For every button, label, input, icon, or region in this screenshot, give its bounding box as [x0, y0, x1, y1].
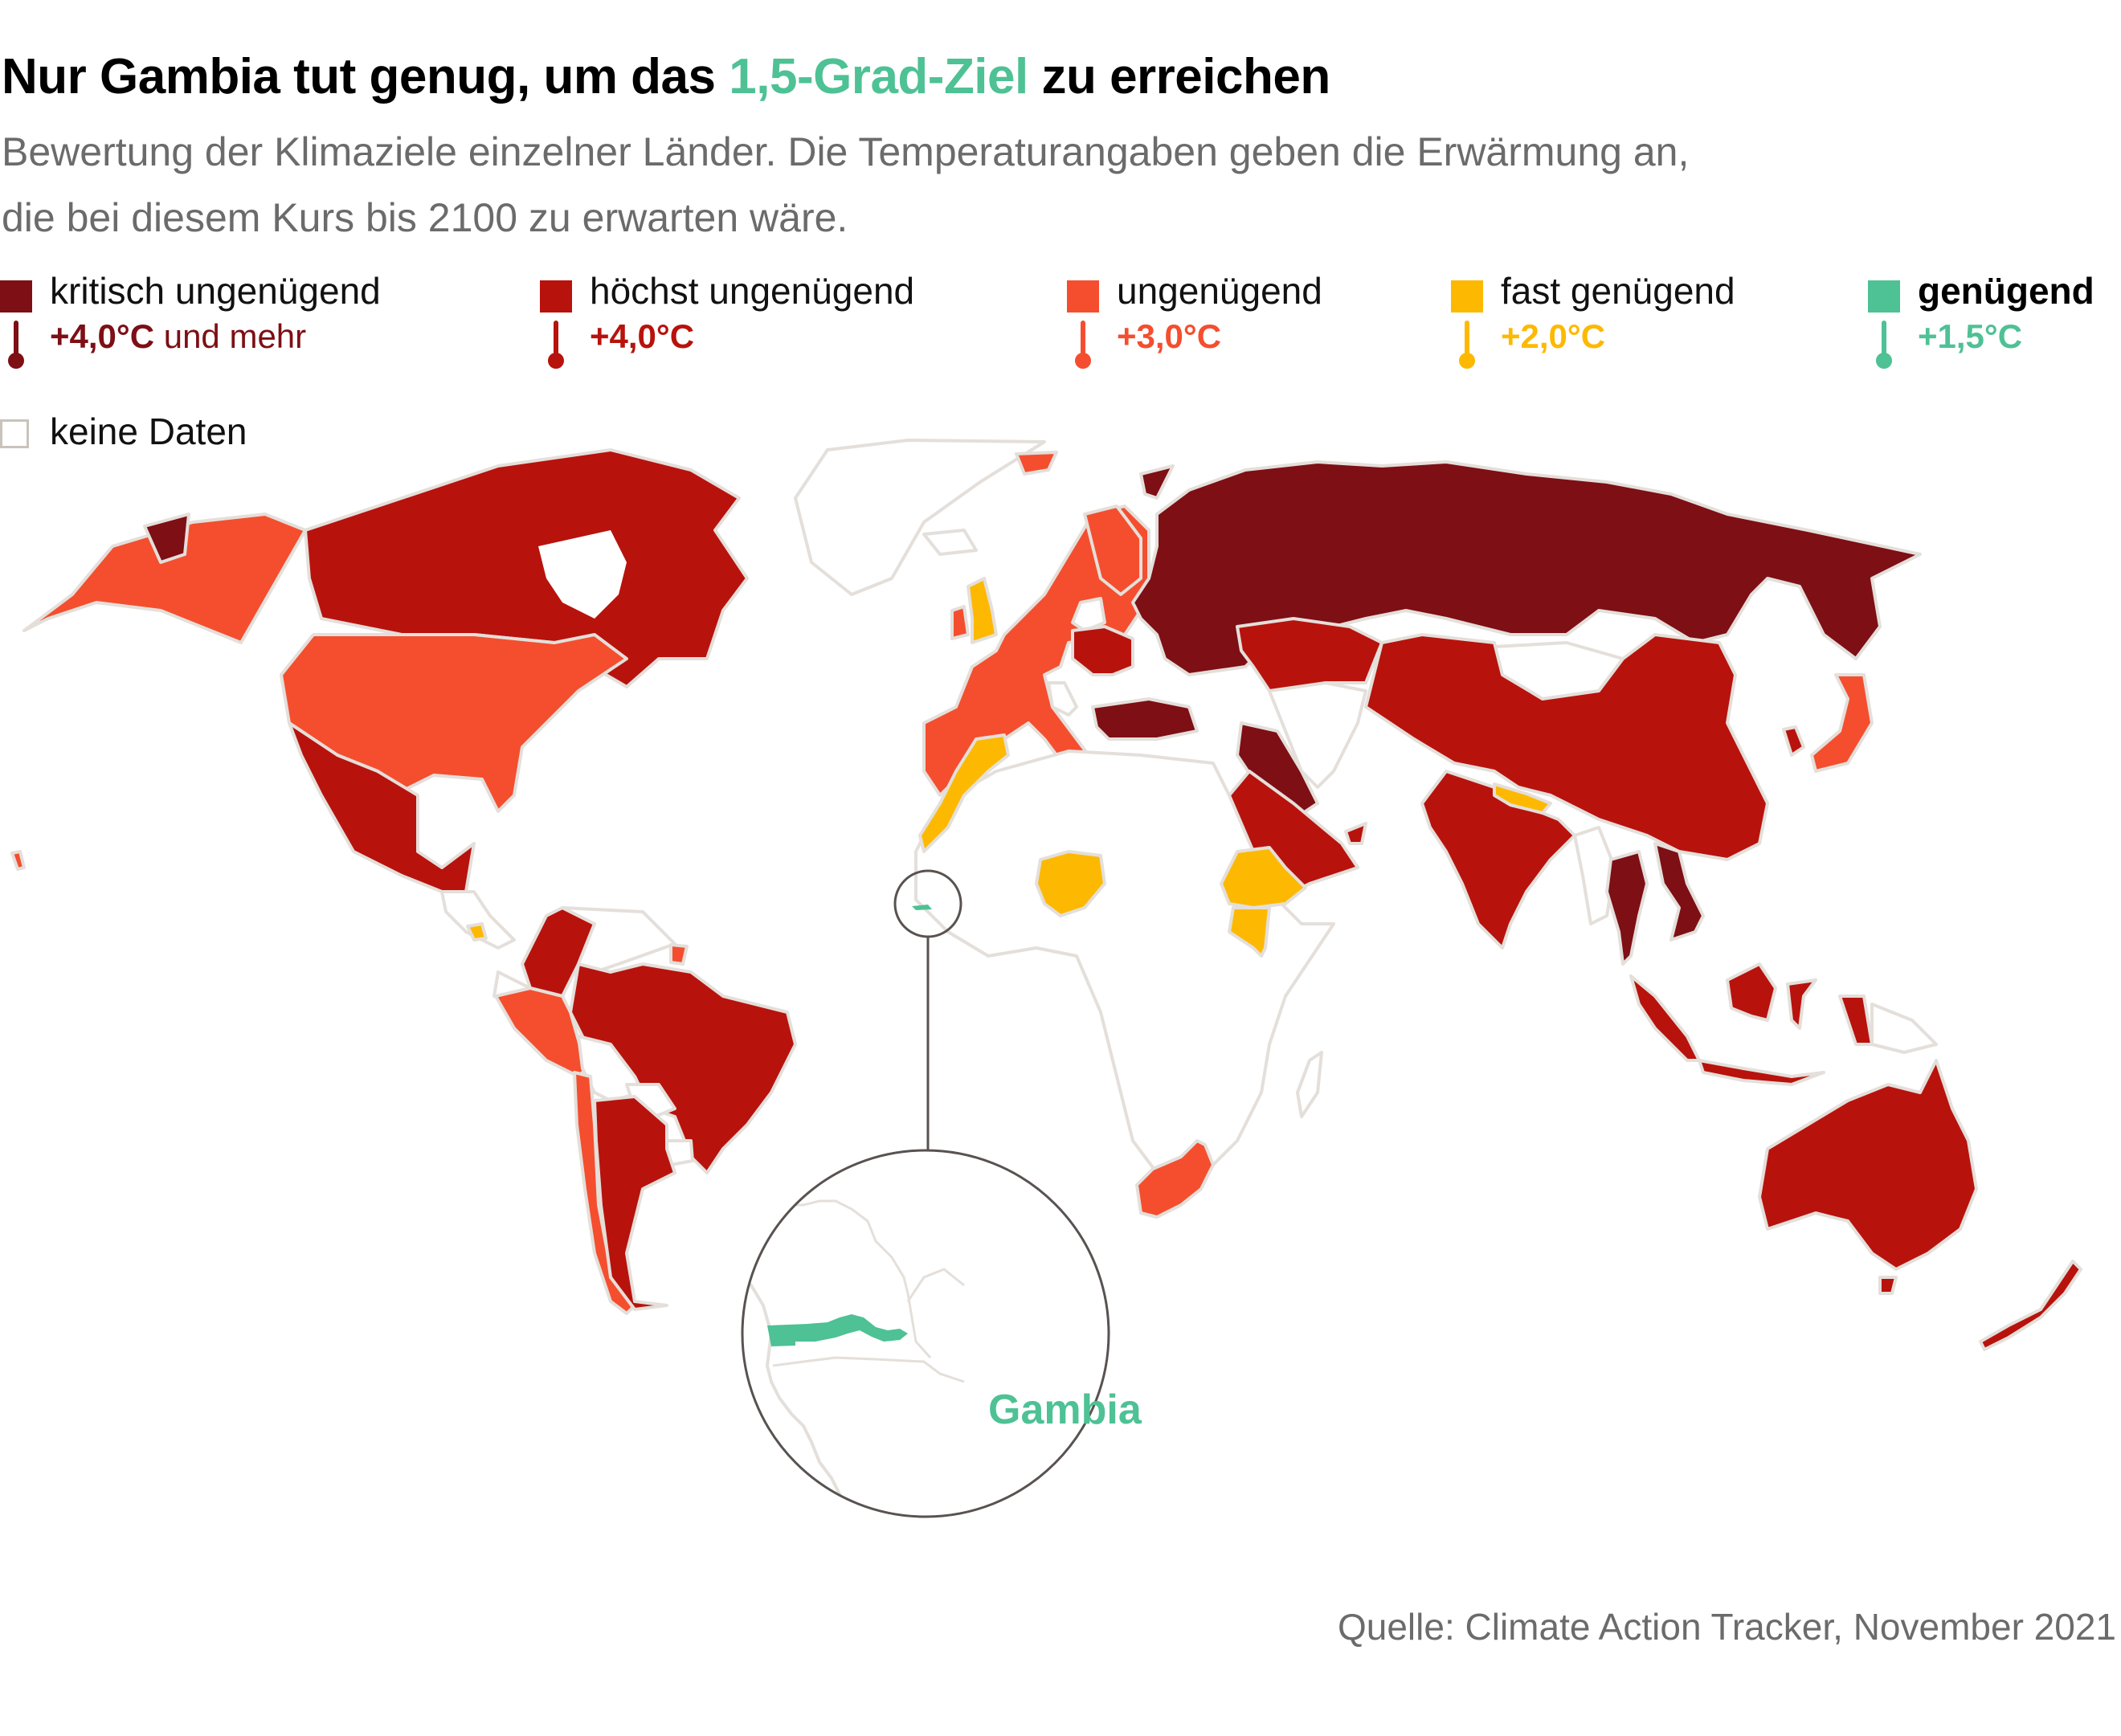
inset-south-border: [772, 1356, 965, 1383]
country-indonesia-borneo[interactable]: [1726, 962, 1777, 1022]
legend-swatch: [0, 280, 32, 312]
country-uae[interactable]: [1344, 822, 1367, 845]
region-africa[interactable]: [914, 750, 1335, 1174]
legend-label: kritisch ungenügend: [50, 270, 381, 312]
country-ireland[interactable]: [950, 605, 970, 640]
source-note: Quelle: Climate Action Tracker, November…: [1337, 1606, 2116, 1648]
country-usa-hawaii[interactable]: [10, 850, 26, 871]
country-ethiopia[interactable]: [1220, 846, 1307, 909]
thermometer-icon: [1876, 321, 1892, 369]
country-russia-novaya-zemlya[interactable]: [1139, 464, 1175, 500]
country-nigeria[interactable]: [1035, 850, 1106, 917]
subtitle-line-1: Bewertung der Klimaziele einzelner Lände…: [2, 129, 1690, 174]
legend-temp: +2,0°C: [1501, 317, 1605, 356]
country-french-guiana[interactable]: [669, 943, 689, 966]
country-mexico[interactable]: [288, 721, 476, 893]
legend-label: ungenügend: [1117, 270, 1322, 312]
legend-temp: +4,0°C: [590, 317, 694, 356]
country-costa-rica[interactable]: [466, 922, 488, 942]
country-ukraine[interactable]: [1071, 625, 1134, 676]
chart-title: Nur Gambia tut genug, um das 1,5-Grad-Zi…: [2, 48, 1330, 105]
country-indonesia-java[interactable]: [1698, 1059, 1825, 1086]
legend-temp-suffix: und mehr: [154, 317, 307, 355]
country-turkey[interactable]: [1091, 697, 1199, 741]
legend-temp-value: +1,5°C: [1918, 317, 2023, 355]
country-thailand[interactable]: [1605, 850, 1649, 966]
country-vietnam[interactable]: [1653, 842, 1705, 942]
gambia-annotation: Gambia: [988, 1387, 1142, 1433]
country-png[interactable]: [1870, 1003, 1938, 1054]
legend-temp: +4,0°C und mehr: [50, 317, 306, 356]
country-greenland[interactable]: [794, 439, 1046, 596]
country-madagascar[interactable]: [1296, 1051, 1323, 1118]
country-myanmar[interactable]: [1573, 826, 1616, 925]
legend-swatch-empty: [0, 419, 29, 448]
thermometer-icon: [1459, 321, 1475, 369]
country-kenya[interactable]: [1228, 906, 1271, 958]
region-venezuela-guyana[interactable]: [561, 906, 676, 974]
legend-swatch: [540, 280, 572, 312]
subtitle-line-2: die bei diesem Kurs bis 2100 zu erwarten…: [2, 195, 848, 240]
country-argentina[interactable]: [593, 1095, 676, 1311]
inset-mali-border: [906, 1268, 965, 1302]
legend-temp-value: +4,0°C: [590, 317, 695, 355]
legend-temp-value: +3,0°C: [1117, 317, 1222, 355]
thermometer-icon: [548, 321, 564, 369]
legend-temp: +1,5°C: [1918, 317, 2022, 356]
country-finland[interactable]: [1083, 504, 1142, 596]
country-svalbard[interactable]: [1015, 451, 1058, 476]
title-highlight: 1,5-Grad-Ziel: [729, 49, 1028, 104]
legend-swatch: [1868, 280, 1900, 312]
gambia-highlight-shape[interactable]: [767, 1314, 908, 1346]
chart-subtitle: Bewertung der Klimaziele einzelner Lände…: [2, 119, 2107, 251]
region-balkans[interactable]: [1047, 681, 1078, 717]
legend-temp-value: +4,0°C: [50, 317, 155, 355]
country-russia-chukotka[interactable]: [143, 513, 190, 564]
legend-label: keine Daten: [50, 411, 247, 452]
legend-swatch: [1067, 280, 1099, 312]
inset-circle-border: [741, 1149, 1110, 1518]
country-australia[interactable]: [1758, 1059, 1978, 1271]
region-central-america[interactable]: [440, 890, 516, 950]
inset-senegal-border: [781, 1199, 932, 1359]
legend-label: genügend: [1918, 270, 2094, 312]
world-map: [10, 439, 2082, 1518]
country-russia[interactable]: [1131, 460, 1922, 676]
country-china[interactable]: [1364, 633, 1769, 861]
legend-label: fast genügend: [1501, 270, 1735, 312]
country-indonesia-sulawesi[interactable]: [1786, 978, 1817, 1030]
inset-map: [741, 1149, 1110, 1518]
country-nepal[interactable]: [1493, 782, 1552, 815]
legend-swatch: [1451, 280, 1483, 312]
country-iceland[interactable]: [922, 529, 978, 556]
legend-temp-value: +2,0°C: [1501, 317, 1606, 355]
country-indonesia-sumatra[interactable]: [1629, 974, 1701, 1062]
country-usa-alaska[interactable]: [22, 513, 307, 644]
thermometer-icon: [1075, 321, 1091, 369]
legend: kritisch ungenügend +4,0°C und mehr höch…: [0, 269, 2121, 374]
country-south-africa[interactable]: [1135, 1139, 1215, 1219]
country-japan[interactable]: [1810, 673, 1874, 773]
country-uk[interactable]: [967, 577, 998, 644]
country-indonesia-papua[interactable]: [1838, 995, 1874, 1046]
country-gambia-small[interactable]: [912, 905, 932, 910]
title-text-end: zu erreichen: [1028, 49, 1330, 104]
thermometer-icon: [8, 321, 24, 369]
region-central-asia[interactable]: [1268, 681, 1367, 789]
hudson-bay: [538, 530, 627, 619]
title-text: Nur Gambia tut genug, um das: [2, 49, 729, 104]
country-australia-tasmania[interactable]: [1878, 1276, 1898, 1295]
country-morocco[interactable]: [918, 733, 1010, 853]
country-south-korea[interactable]: [1782, 725, 1805, 757]
legend-temp: +3,0°C: [1117, 317, 1221, 356]
legend-label: höchst ungenügend: [590, 270, 915, 312]
country-new-zealand[interactable]: [1979, 1260, 2082, 1351]
